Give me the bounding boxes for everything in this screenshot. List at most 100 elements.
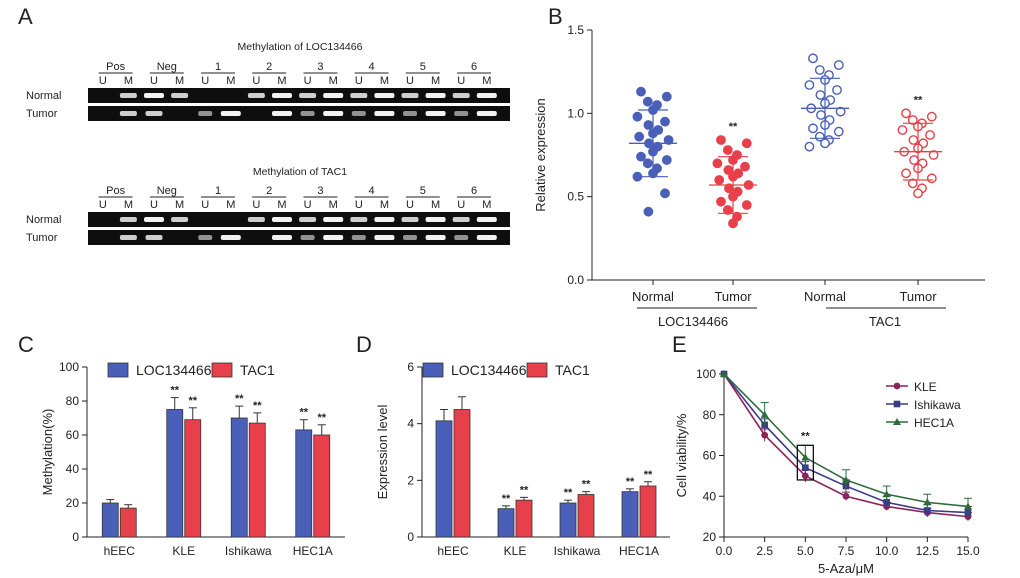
bar (101, 502, 119, 538)
row-label: Tumor (26, 232, 58, 244)
y-tick-label: 0 (72, 530, 79, 544)
gel-band (119, 235, 137, 240)
scatter-point (643, 120, 654, 130)
lane-letter: U (150, 75, 158, 87)
y-tick-label: 0.5 (567, 190, 584, 204)
y-tick-label: 4 (407, 417, 414, 431)
significance-mark: ** (564, 487, 573, 499)
significance-mark: ** (582, 479, 591, 491)
significance-mark: ** (170, 385, 179, 397)
scatter-point (716, 196, 726, 207)
y-tick-label: 80 (703, 408, 717, 422)
gel-band (198, 111, 213, 116)
lane-letter: U (457, 75, 465, 87)
lane-group-label: 3 (317, 185, 323, 197)
scatter-point (804, 141, 815, 152)
gel-band (323, 217, 344, 222)
lane-group-label: 1 (215, 61, 221, 73)
scatter-point (714, 175, 725, 185)
gel-band (403, 235, 417, 240)
gel-band (299, 217, 317, 222)
data-point (964, 502, 972, 510)
scatter-point (722, 205, 733, 215)
data-point (842, 492, 850, 500)
scatter-point (741, 138, 752, 149)
gel-band (247, 217, 265, 222)
scatter-point (913, 188, 923, 199)
legend-swatch (526, 362, 548, 378)
category-label: Normal (632, 289, 674, 304)
lane-letter: M (329, 75, 338, 87)
scatter-point (722, 145, 733, 155)
gel-band (300, 235, 315, 240)
gel-band (220, 111, 241, 116)
scatter-point (897, 125, 908, 135)
x-tick-label: 15.0 (956, 544, 980, 558)
lane-letter: U (457, 199, 465, 211)
gel-band (272, 93, 292, 98)
lane-letter: M (175, 199, 184, 211)
gel-band (272, 235, 292, 240)
gel-band (300, 111, 315, 116)
lane-letter: U (252, 75, 260, 87)
lane-letter: U (406, 75, 414, 87)
scatter-point (926, 111, 937, 122)
gel-band (220, 235, 241, 240)
lane-group-label: Pos (106, 61, 125, 73)
highlight-box (796, 444, 814, 481)
gel-band (351, 111, 366, 116)
gel-band (198, 235, 213, 240)
legend-marker (893, 400, 901, 408)
significance-mark: ** (914, 94, 923, 106)
significance-mark: ** (644, 469, 653, 481)
lane-letter: U (252, 199, 260, 211)
legend-label: HEC1A (914, 416, 954, 430)
bar (313, 434, 331, 538)
category-label: Tumor (714, 289, 752, 304)
scatter-point (661, 155, 672, 165)
panel-b-label: B (548, 4, 563, 29)
legend-label: TAC1 (555, 362, 590, 378)
y-tick-label: 60 (703, 449, 717, 463)
scatter-point (643, 206, 654, 217)
data-point (801, 453, 810, 461)
lane-letter: U (304, 199, 312, 211)
legend-marker (893, 418, 901, 425)
panel-e-label: E (672, 332, 687, 357)
y-tick-label: 0.0 (567, 273, 584, 287)
gel-band (323, 93, 344, 98)
bar (559, 502, 577, 538)
lane-group-label: 6 (471, 185, 477, 197)
blot-title: Methylation of TAC1 (253, 166, 347, 178)
gel-band (454, 111, 469, 116)
scatter-point (634, 131, 645, 142)
gel-band (145, 111, 163, 116)
scatter-point (907, 178, 918, 189)
lane-letter: U (99, 199, 107, 211)
y-tick-label: 20 (66, 496, 80, 510)
gel-band (171, 217, 189, 222)
gel-band (425, 235, 446, 240)
lane-group-label: 5 (420, 61, 426, 73)
y-tick-label: 40 (66, 462, 80, 476)
lane-letter: M (482, 75, 491, 87)
gel-band (476, 111, 497, 116)
bar (248, 422, 266, 538)
x-axis-label: 5-Aza/μM (818, 561, 874, 576)
gel-band (272, 111, 292, 116)
bar (639, 485, 657, 538)
scatter-point (663, 135, 674, 145)
lane-group-label: 3 (317, 61, 323, 73)
scatter-point (908, 135, 919, 145)
lane-group-label: 4 (369, 61, 375, 73)
data-point (720, 370, 728, 377)
scatter-point (928, 150, 939, 160)
lane-letter: U (304, 75, 312, 87)
gel-band (374, 235, 395, 240)
gel-strip (88, 212, 510, 227)
scatter-point (660, 188, 670, 199)
bar (435, 420, 453, 538)
gel-band (299, 93, 317, 98)
lane-group-label: 2 (266, 185, 272, 197)
x-tick-label: 12.5 (916, 544, 940, 558)
